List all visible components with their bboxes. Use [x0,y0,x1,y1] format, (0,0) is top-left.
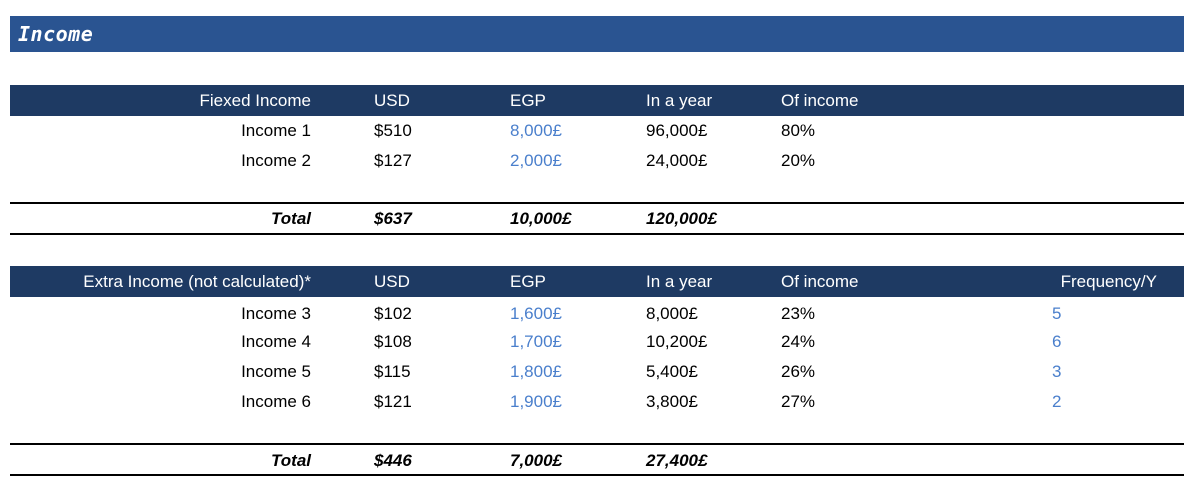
row-egp[interactable]: 8,000£ [510,121,562,140]
total-top-rule [10,202,1184,204]
header-fixed-income: Fiexed Income [199,91,312,110]
total-egp: 10,000£ [510,209,572,228]
header-egp: EGP [510,91,546,110]
total-year: 27,400£ [646,451,708,470]
header-usd: USD [374,272,410,291]
row-name: Income 4 [241,332,311,351]
row-year: 96,000£ [646,121,708,140]
row-pct: 27% [781,392,816,411]
header-frequency: Frequency/Y [1060,272,1157,291]
row-egp[interactable]: 1,900£ [510,392,562,411]
row-year: 5,400£ [646,362,698,381]
header-extra-income: Extra Income (not calculated)* [83,272,311,291]
header-egp: EGP [510,272,546,291]
row-frequency[interactable]: 6 [1052,332,1062,351]
total-label: Total [271,209,311,228]
row-name: Income 6 [241,392,311,411]
row-pct: 80% [781,121,816,140]
row-pct: 26% [781,362,816,381]
total-bottom-rule [10,233,1184,235]
fixed-income-header: Fiexed Income USD EGP In a year Of incom… [10,85,1184,116]
row-pct: 23% [781,304,816,323]
row-frequency[interactable]: 3 [1052,362,1062,381]
row-egp[interactable]: 2,000£ [510,151,562,170]
row-name: Income 3 [241,304,311,323]
row-year: 3,800£ [646,392,698,411]
row-usd: $121 [374,392,412,411]
row-pct: 20% [781,151,816,170]
row-pct: 24% [781,332,816,351]
total-year: 120,000£ [646,209,717,228]
sheet-title-bar: Income [10,16,1184,52]
row-egp[interactable]: 1,800£ [510,362,562,381]
total-label: Total [271,451,311,470]
header-of-income: Of income [781,91,859,110]
row-name: Income 1 [241,121,311,140]
row-usd: $127 [374,151,412,170]
row-year: 24,000£ [646,151,708,170]
row-usd: $102 [374,304,412,323]
header-usd: USD [374,91,410,110]
row-usd: $108 [374,332,412,351]
total-usd: $637 [374,209,412,228]
row-name: Income 2 [241,151,311,170]
total-egp: 7,000£ [510,451,562,470]
total-bottom-rule [10,474,1184,476]
row-year: 10,200£ [646,332,708,351]
row-frequency[interactable]: 5 [1052,304,1062,323]
row-frequency[interactable]: 2 [1052,392,1062,411]
header-of-income: Of income [781,272,859,291]
row-usd: $510 [374,121,412,140]
total-top-rule [10,443,1184,445]
row-name: Income 5 [241,362,311,381]
row-egp[interactable]: 1,700£ [510,332,562,351]
header-in-a-year: In a year [646,272,713,291]
header-in-a-year: In a year [646,91,713,110]
row-egp[interactable]: 1,600£ [510,304,562,323]
row-usd: $115 [374,362,411,381]
row-year: 8,000£ [646,304,698,323]
sheet-title: Income [18,22,94,46]
extra-income-header: Extra Income (not calculated)* USD EGP I… [10,266,1184,297]
total-usd: $446 [374,451,412,470]
